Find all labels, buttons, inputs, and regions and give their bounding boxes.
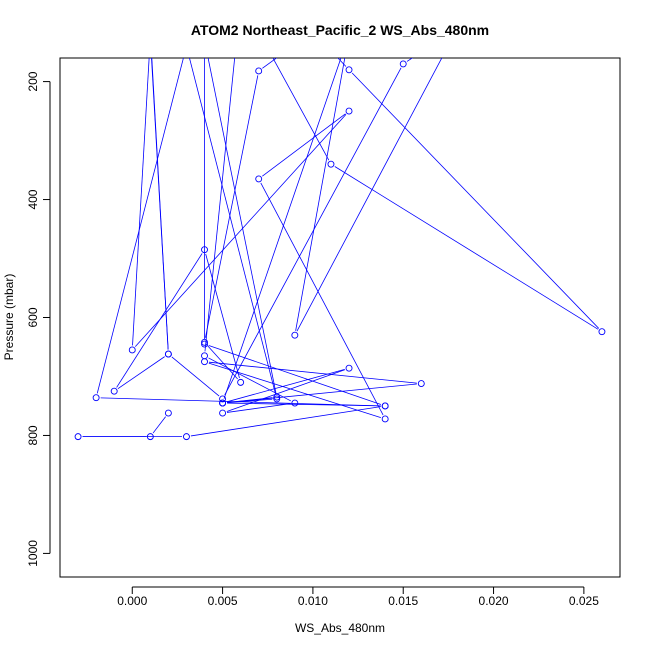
data-point [417, 380, 425, 388]
series-segment [132, 58, 150, 346]
y-tick-label: 600 [26, 307, 40, 327]
data-series [74, 0, 606, 441]
plot-frame [59, 57, 621, 578]
data-point [147, 28, 153, 34]
data-point [345, 66, 353, 74]
x-tick-label: 0.005 [208, 594, 238, 608]
data-point [201, 340, 208, 348]
series-segment [207, 58, 277, 393]
data-point [128, 346, 136, 354]
y-axis: 200 400 600 800 1000 [26, 71, 51, 567]
series-segment [151, 58, 169, 350]
data-point [164, 409, 172, 417]
series-segment [295, 58, 346, 331]
series-segment [171, 356, 220, 397]
chart-title: ATOM2 Northeast_Pacific_2 WS_Abs_480nm [191, 22, 489, 38]
x-tick-label: 0.025 [569, 594, 599, 608]
data-point [255, 67, 263, 75]
data-point [201, 358, 208, 366]
series-segment [334, 166, 599, 330]
series-segment [262, 58, 278, 69]
series-segment [189, 58, 277, 395]
data-point [237, 378, 245, 386]
series-segment [190, 406, 381, 437]
data-point [201, 246, 208, 254]
series-segment [262, 113, 346, 177]
data-point [381, 402, 389, 410]
data-point [238, 0, 244, 2]
series-segment [226, 369, 345, 412]
data-point [291, 399, 299, 407]
series-segment [205, 75, 259, 338]
series-segment [223, 58, 342, 399]
series-segment [204, 58, 236, 352]
y-tick-label: 1000 [26, 540, 40, 567]
data-point [110, 387, 118, 395]
series-layer [74, 0, 606, 441]
data-point [183, 433, 190, 441]
data-point [273, 395, 281, 403]
data-point [255, 175, 263, 183]
x-tick-label: 0.020 [479, 594, 509, 608]
series-segment [351, 72, 600, 329]
data-point [219, 399, 227, 407]
data-point [92, 394, 100, 402]
data-point [291, 331, 299, 339]
data-point [345, 364, 353, 372]
series-segment [205, 253, 240, 379]
y-tick-label: 800 [26, 425, 40, 445]
series-segment [296, 58, 443, 332]
series-segment [100, 397, 381, 407]
data-point [273, 393, 281, 401]
data-point [164, 350, 172, 358]
series-segment [117, 356, 165, 390]
data-point [201, 338, 208, 346]
series-segment [208, 345, 382, 405]
data-point [345, 107, 353, 115]
data-point [147, 34, 153, 40]
series-segment [208, 361, 417, 384]
series-segment [227, 398, 273, 404]
series-segment [260, 182, 384, 416]
data-point [183, 43, 189, 49]
series-segment [134, 114, 347, 347]
series-segment [116, 253, 203, 388]
x-tick-label: 0.015 [388, 594, 418, 608]
series-segment [224, 67, 402, 396]
x-axis: 0.000 0.005 0.010 0.015 0.020 0.025 [117, 586, 599, 608]
x-tick-label: 0.010 [298, 594, 328, 608]
series-segment [226, 369, 345, 403]
y-axis-label: Pressure (mbar) [2, 274, 16, 361]
series-segment [96, 58, 184, 394]
y-tick-label: 400 [26, 189, 40, 209]
y-tick-label: 200 [26, 71, 40, 91]
data-point [399, 60, 407, 68]
series-segment [226, 403, 291, 413]
data-point [74, 433, 82, 441]
data-point [219, 395, 227, 403]
data-point [327, 160, 335, 168]
series-segment [337, 58, 347, 67]
x-tick-label: 0.000 [117, 594, 147, 608]
series-segment [152, 416, 166, 434]
data-point [146, 433, 154, 441]
data-point [202, 37, 208, 43]
data-point [219, 409, 227, 417]
x-axis-label: WS_Abs_480nm [295, 621, 385, 635]
data-point [201, 352, 208, 360]
data-point [381, 415, 389, 423]
data-point [598, 328, 606, 336]
